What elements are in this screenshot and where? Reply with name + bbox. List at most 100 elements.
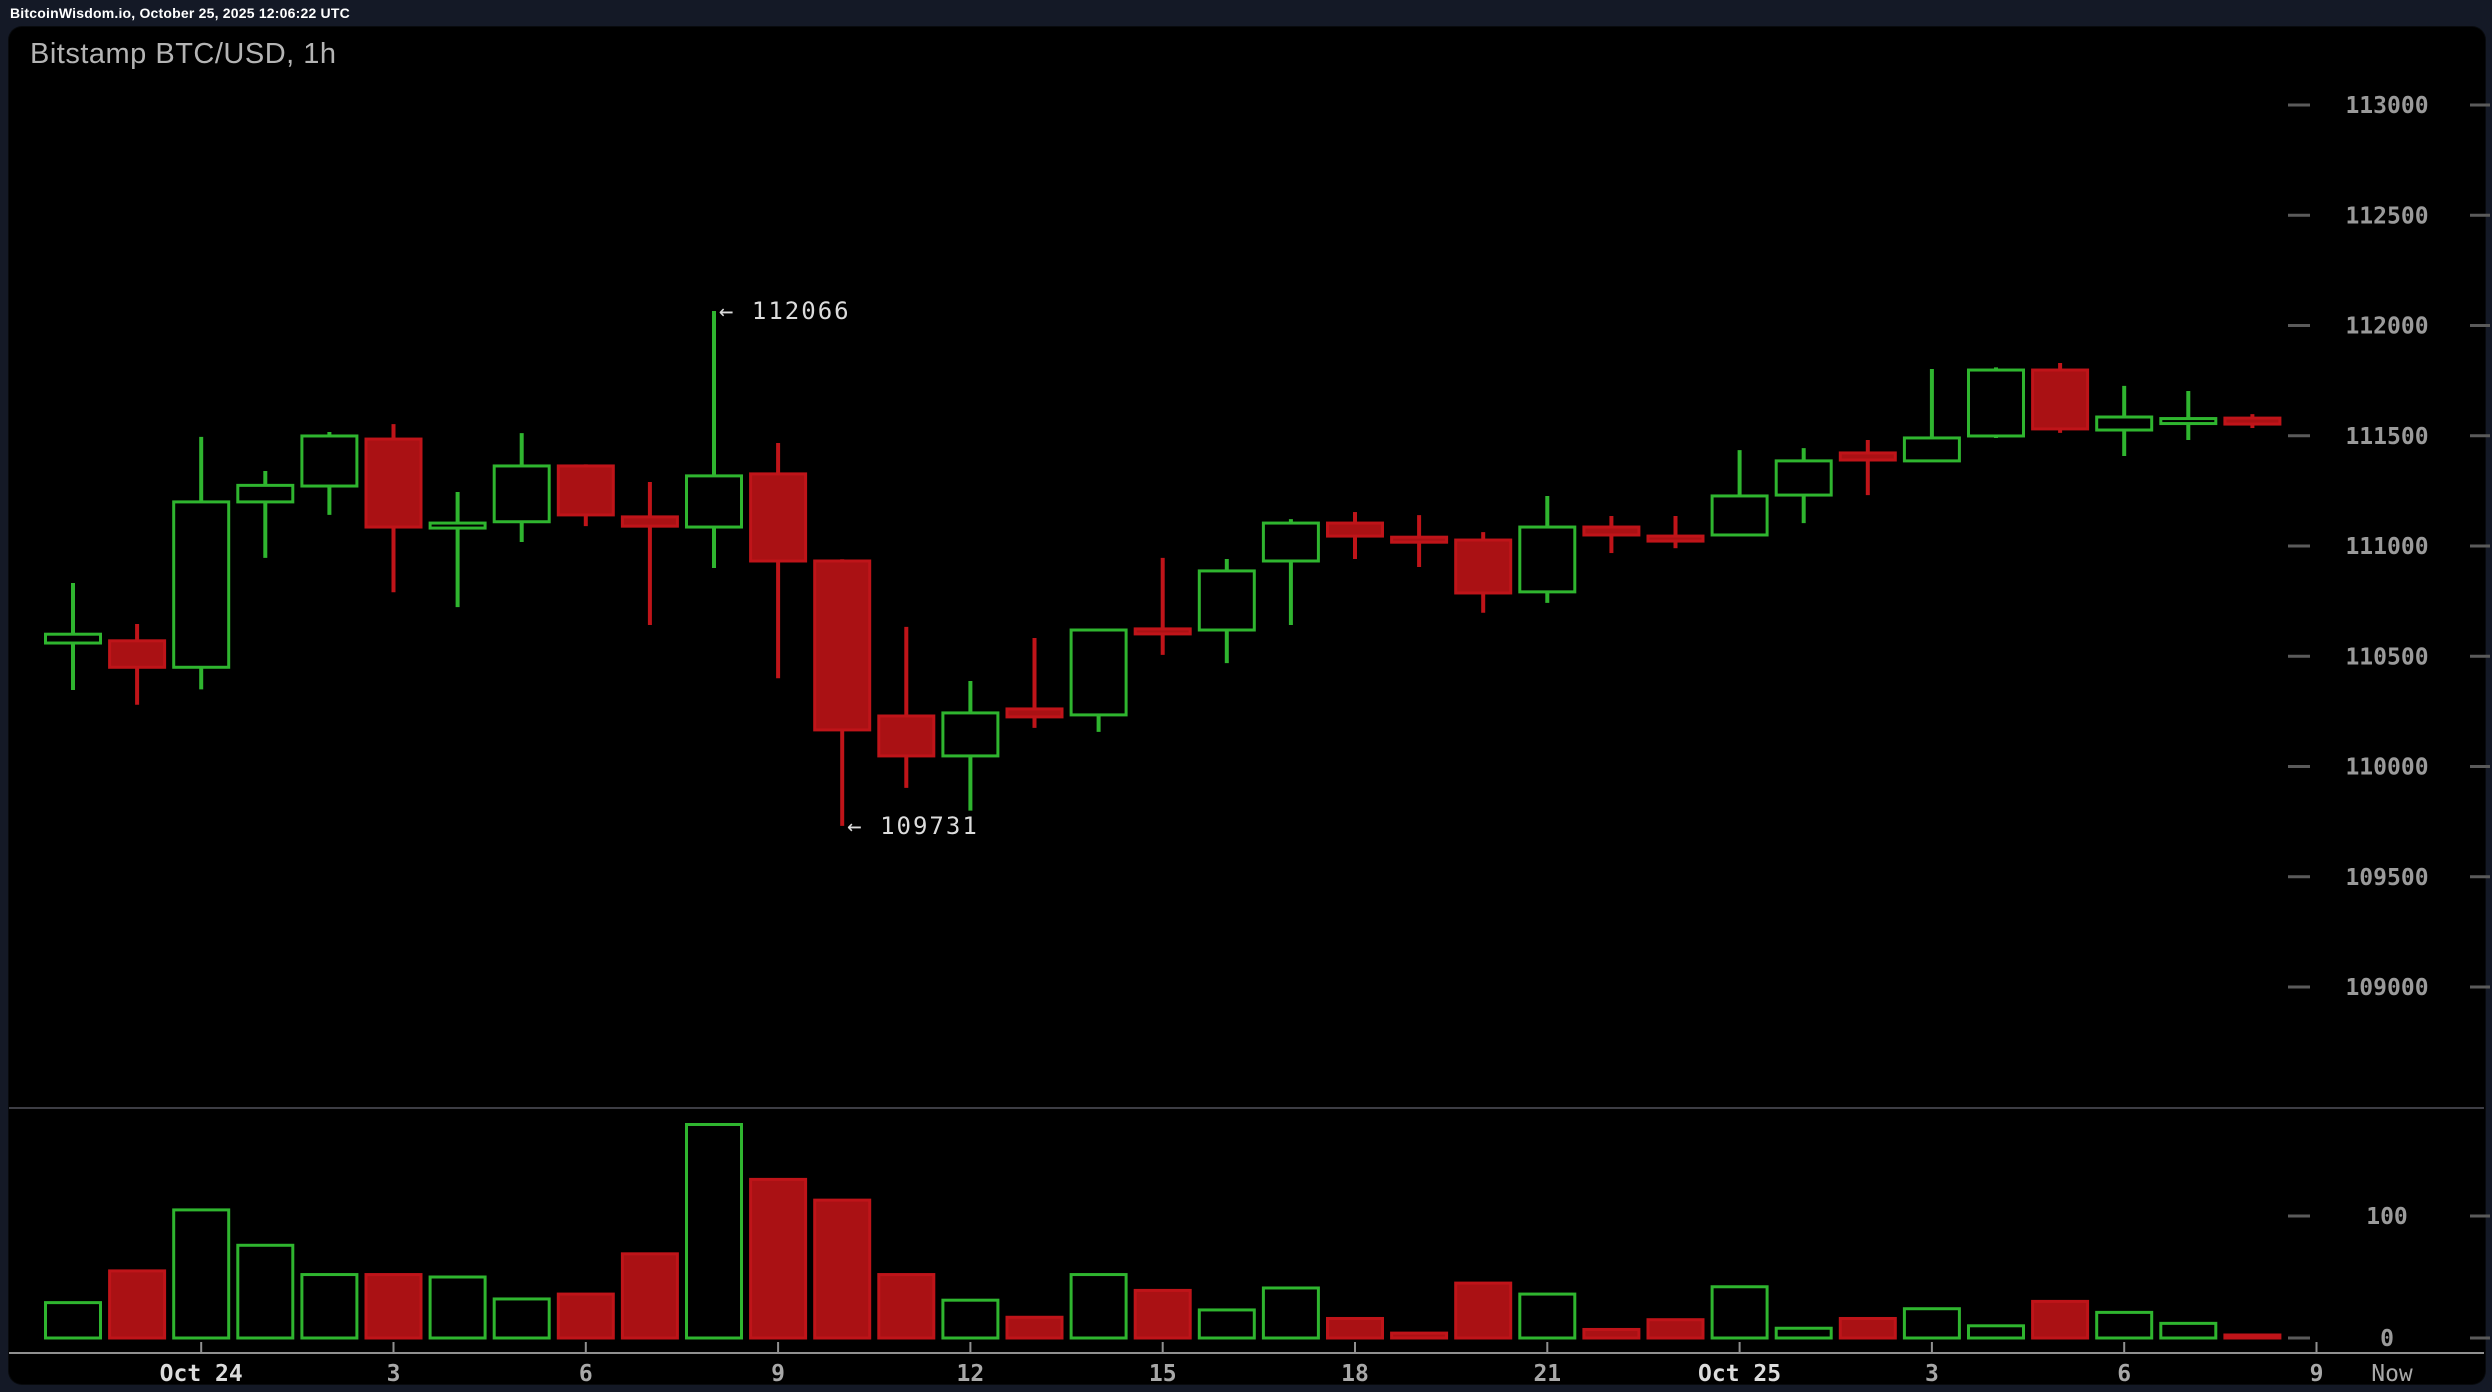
candle-body[interactable] [1582, 525, 1641, 537]
volume-bar[interactable] [1646, 1318, 1705, 1340]
volume-bar[interactable] [1261, 1286, 1320, 1340]
time-axis-label: 15 [1149, 1361, 1177, 1387]
candle-body[interactable] [1518, 525, 1577, 594]
volume-bar[interactable] [685, 1123, 743, 1340]
high-price-annotation: ← 112066 [719, 297, 851, 325]
volume-bar[interactable] [172, 1208, 231, 1340]
candle-body[interactable] [364, 437, 423, 529]
time-axis-label: 9 [2310, 1361, 2324, 1387]
candle-body[interactable] [1838, 451, 1897, 462]
price-axis-label: 110000 [2345, 755, 2428, 781]
candle-body[interactable] [1326, 521, 1384, 538]
candle-body[interactable] [2095, 415, 2154, 432]
volume-bar[interactable] [941, 1298, 1000, 1340]
candle-body[interactable] [685, 474, 743, 529]
candle-body[interactable] [492, 464, 551, 524]
candle-body[interactable] [2223, 416, 2282, 426]
candle-body[interactable] [813, 559, 872, 732]
candle-body[interactable] [236, 483, 295, 504]
volume-bar[interactable] [2223, 1333, 2282, 1340]
candle-body[interactable] [1261, 521, 1320, 563]
time-axis-label: Oct 25 [1698, 1361, 1781, 1387]
price-axis-label: 109000 [2345, 975, 2428, 1001]
candle-body[interactable] [300, 434, 359, 488]
volume-bar[interactable] [1005, 1315, 1064, 1340]
time-axis-label: 3 [1925, 1361, 1939, 1387]
volume-bar[interactable] [2095, 1310, 2154, 1340]
price-axis-label: 112000 [2345, 314, 2428, 340]
volume-bar[interactable] [556, 1292, 615, 1340]
volume-bar[interactable] [492, 1297, 551, 1340]
volume-bar[interactable] [1326, 1316, 1384, 1340]
candle-body[interactable] [941, 711, 1000, 758]
volume-bar[interactable] [877, 1273, 936, 1340]
now-label: Now [2371, 1361, 2413, 1387]
volume-bar[interactable] [1902, 1307, 1961, 1340]
candle-body[interactable] [620, 515, 679, 528]
low-price-annotation: ← 109731 [847, 812, 979, 840]
volume-bar[interactable] [1582, 1327, 1641, 1340]
price-axis-label: 109500 [2345, 865, 2428, 891]
time-axis-label: 3 [387, 1361, 401, 1387]
time-axis-label: 21 [1533, 1361, 1561, 1387]
candle-body[interactable] [1005, 707, 1064, 719]
candle-body[interactable] [2031, 368, 2090, 431]
price-axis-label: 111000 [2345, 534, 2428, 560]
chart-panel [8, 26, 2486, 1385]
time-axis-label: 6 [579, 1361, 593, 1387]
top-status-bar: BitcoinWisdom.io, October 25, 2025 12:06… [0, 0, 2492, 26]
time-axis-label: 18 [1341, 1361, 1369, 1387]
volume-axis-label: 0 [2380, 1326, 2394, 1352]
volume-bar[interactable] [1774, 1326, 1833, 1340]
price-axis-label: 111500 [2345, 424, 2428, 450]
price-axis-label: 110500 [2345, 644, 2428, 670]
volume-bar[interactable] [300, 1273, 359, 1340]
candle-body[interactable] [556, 464, 615, 517]
volume-bar[interactable] [1197, 1308, 1256, 1340]
price-axis-label: 112500 [2345, 203, 2428, 229]
volume-bar[interactable] [2031, 1299, 2090, 1340]
candle-body[interactable] [108, 639, 167, 669]
candle-body[interactable] [1710, 494, 1769, 537]
volume-bar[interactable] [2159, 1321, 2218, 1340]
volume-bar[interactable] [364, 1273, 423, 1340]
time-axis-label: 6 [2117, 1361, 2131, 1387]
candle-body[interactable] [1454, 538, 1513, 595]
price-axis-label: 113000 [2345, 93, 2428, 119]
volume-axis-label: 100 [2366, 1204, 2408, 1230]
volume-bar[interactable] [1967, 1324, 2025, 1340]
candle-body[interactable] [1069, 628, 1128, 717]
volume-bar[interactable] [1133, 1288, 1192, 1340]
candle-body[interactable] [428, 521, 487, 530]
candle-body[interactable] [2159, 417, 2218, 426]
volume-bar[interactable] [1518, 1292, 1577, 1340]
candle-body[interactable] [172, 500, 231, 669]
time-axis-label: 9 [771, 1361, 785, 1387]
volume-bar[interactable] [44, 1301, 102, 1340]
volume-bar[interactable] [1710, 1285, 1769, 1340]
candle-body[interactable] [44, 632, 102, 645]
time-axis-label: Oct 24 [160, 1361, 243, 1387]
volume-bar[interactable] [620, 1252, 679, 1340]
candle-body[interactable] [1967, 368, 2025, 438]
volume-bar[interactable] [1838, 1316, 1897, 1340]
site-timestamp-label: BitcoinWisdom.io, October 25, 2025 12:06… [10, 5, 350, 21]
volume-bar[interactable] [749, 1177, 808, 1340]
volume-bar[interactable] [1454, 1281, 1513, 1340]
volume-bar[interactable] [428, 1275, 487, 1340]
candle-body[interactable] [877, 714, 936, 758]
candle-body[interactable] [1197, 569, 1256, 632]
volume-bar[interactable] [1069, 1273, 1128, 1340]
volume-bar[interactable] [236, 1243, 295, 1340]
chart-title: Bitstamp BTC/USD, 1h [30, 38, 337, 70]
candle-body[interactable] [749, 472, 808, 563]
candle-body[interactable] [1646, 534, 1705, 543]
volume-bar[interactable] [108, 1269, 167, 1340]
candle-body[interactable] [1774, 459, 1833, 497]
candle-body[interactable] [1902, 436, 1961, 463]
volume-bar[interactable] [813, 1198, 872, 1340]
volume-bar[interactable] [1390, 1331, 1449, 1340]
candle-body[interactable] [1133, 627, 1192, 636]
candle-body[interactable] [1390, 535, 1449, 544]
